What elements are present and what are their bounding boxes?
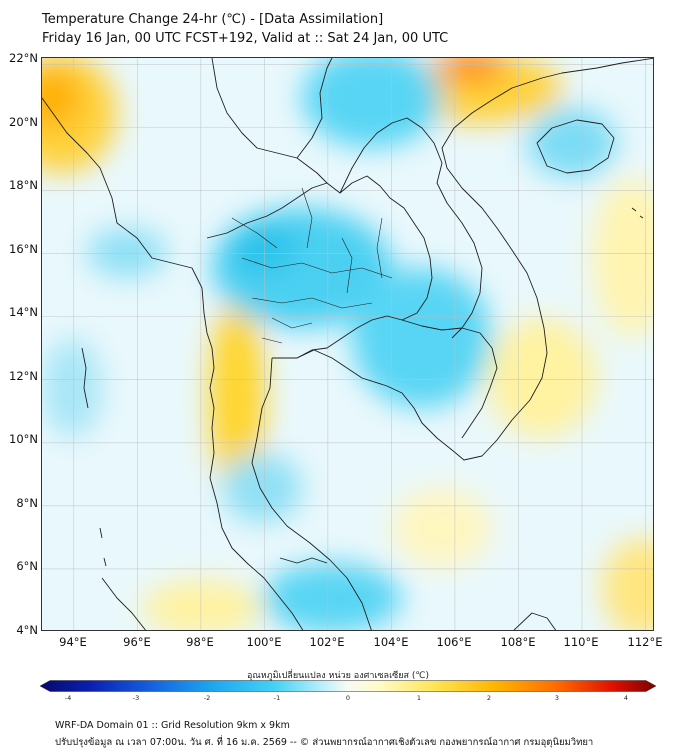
- hot-core-north: [437, 58, 507, 82]
- lon-label-106: 106°E: [436, 635, 472, 649]
- island-andaman: [81, 347, 89, 409]
- cool-area-hainan: [527, 108, 617, 178]
- colorbar-tick-3: 3: [554, 694, 560, 702]
- coastline-gulf: [272, 58, 653, 461]
- island-paracel: [631, 207, 644, 219]
- warm-area-sea: [592, 178, 653, 338]
- lat-label-8: 8°N: [16, 496, 38, 510]
- lat-label-14: 14°N: [9, 305, 38, 319]
- colorbar-tick-m1: -1: [273, 694, 281, 702]
- lon-label-110: 110°E: [563, 635, 599, 649]
- island-nicobar: [99, 527, 107, 567]
- lon-label-108: 108°E: [500, 635, 536, 649]
- border-malaysia: [279, 557, 328, 564]
- coastlines-and-borders: [42, 58, 653, 630]
- coastline-peninsula-west: [209, 477, 304, 630]
- map-canvas: [42, 58, 653, 630]
- colorbar-tick-1: 1: [416, 694, 422, 702]
- cool-area-andaman: [42, 338, 102, 438]
- warm-core-northwest: [42, 68, 82, 128]
- coastline-peninsula-east: [251, 357, 372, 630]
- footer-credit: ปรับปรุงข้อมูล ณ เวลา 07:00น. วัน ศ. ที่…: [55, 737, 594, 748]
- coastline-sumatra: [101, 577, 146, 630]
- border-myanmar-laos: [296, 58, 333, 159]
- colorbar-title: อุณหภูมิเปลี่ยนแปลง หน่วย องศาเซลเซียส (…: [246, 671, 430, 681]
- temperature-field: [42, 58, 653, 630]
- colorbar-tick-2: 2: [486, 694, 492, 702]
- border-cambodia: [401, 319, 498, 439]
- colorbar: [40, 680, 656, 692]
- lon-label-112: 112°E: [627, 635, 663, 649]
- colorbar-tick-0: 0: [345, 694, 351, 702]
- colorbar-tick-m4: -4: [64, 694, 72, 702]
- lat-label-12: 12°N: [9, 369, 38, 383]
- cool-core-central: [227, 223, 297, 273]
- map-gridlines: [42, 58, 653, 630]
- coastline-hainan: [536, 119, 615, 174]
- lon-label-96: 96°E: [123, 635, 151, 649]
- colorbar-tick-m3: -3: [132, 694, 140, 702]
- lon-label-104: 104°E: [373, 635, 409, 649]
- colorbar-tick-4: 4: [623, 694, 629, 702]
- coastline-myanmar: [42, 97, 215, 479]
- lon-label-94: 94°E: [59, 635, 87, 649]
- cool-area-peninsula: [222, 453, 302, 523]
- lat-label-22: 22°N: [9, 51, 38, 65]
- warm-area-gulf-south: [392, 488, 492, 568]
- lat-label-18: 18°N: [9, 178, 38, 192]
- warm-area-southeast: [602, 538, 653, 630]
- province-lines: [231, 187, 393, 344]
- lat-label-10: 10°N: [9, 432, 38, 446]
- lon-label-102: 102°E: [309, 635, 345, 649]
- temperature-change-map: [41, 57, 654, 631]
- lat-label-20: 20°N: [9, 115, 38, 129]
- lat-label-4: 4°N: [16, 623, 38, 637]
- warm-area-west-coast: [209, 298, 265, 498]
- map-subtitle: Friday 16 Jan, 00 UTC FCST+192, Valid at…: [42, 31, 449, 46]
- lon-label-98: 98°E: [186, 635, 214, 649]
- colorbar-gradient: [40, 680, 656, 692]
- cool-area-north: [302, 58, 442, 148]
- map-title: Temperature Change 24-hr (℃) - [Data Ass…: [42, 12, 384, 27]
- warm-area-south: [142, 580, 262, 630]
- colorbar-tick-m2: -2: [203, 694, 211, 702]
- footer-model-info: WRF-DA Domain 01 :: Grid Resolution 9km …: [55, 720, 290, 731]
- border-thailand: [206, 175, 433, 359]
- border-north: [211, 58, 328, 184]
- lon-label-100: 100°E: [246, 635, 282, 649]
- lat-label-16: 16°N: [9, 242, 38, 256]
- lat-label-6: 6°N: [16, 559, 38, 573]
- cool-area-south: [262, 563, 402, 630]
- coastline-borneo: [513, 612, 557, 630]
- border-laos-vietnam: [339, 117, 483, 339]
- cool-area-cambodia: [352, 268, 492, 408]
- cool-area-west: [87, 228, 167, 278]
